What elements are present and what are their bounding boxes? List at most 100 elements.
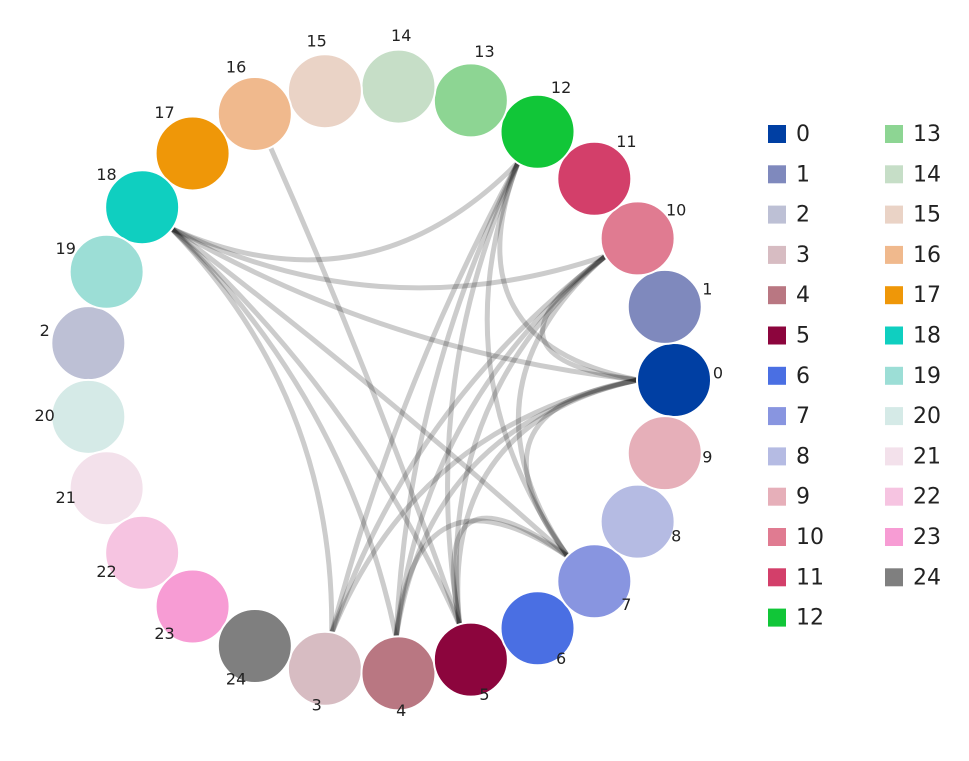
- legend-label: 16: [913, 243, 941, 268]
- node: [626, 268, 703, 345]
- node-label: 19: [56, 239, 76, 258]
- node-label: 4: [396, 701, 406, 720]
- node: [432, 621, 509, 698]
- node: [216, 608, 293, 685]
- node-label: 21: [56, 488, 76, 507]
- node-label: 8: [671, 526, 681, 545]
- node-label: 11: [616, 132, 636, 151]
- edges: [169, 145, 639, 639]
- node: [599, 483, 676, 560]
- legend-swatch: [768, 447, 786, 466]
- edge: [393, 377, 639, 638]
- node-label: 16: [226, 58, 246, 77]
- legend-label: 18: [913, 324, 941, 349]
- legend-label: 23: [913, 525, 941, 550]
- node: [50, 305, 127, 382]
- edge: [393, 518, 570, 638]
- node: [599, 200, 676, 277]
- node-label: 12: [551, 78, 571, 97]
- edge: [329, 377, 639, 635]
- legend-swatch: [885, 447, 903, 466]
- legend-label: 14: [913, 162, 941, 187]
- edge: [540, 253, 639, 383]
- legend-label: 21: [913, 444, 941, 469]
- edge: [445, 161, 521, 626]
- legend-swatch: [768, 245, 786, 264]
- edge: [267, 145, 463, 627]
- node: [286, 630, 363, 707]
- node-label: 15: [306, 31, 326, 50]
- node-label: 18: [96, 165, 116, 184]
- legend-swatch: [768, 326, 786, 345]
- edge: [329, 160, 521, 635]
- legend-swatch: [885, 366, 903, 385]
- node: [499, 590, 576, 667]
- legend-swatch: [885, 568, 903, 587]
- legend-label: 20: [913, 404, 941, 429]
- node: [104, 514, 181, 591]
- node-label: 5: [479, 685, 489, 704]
- edge: [393, 253, 608, 638]
- legend-label: 12: [796, 606, 824, 631]
- node-label: 22: [96, 562, 116, 581]
- node: [636, 342, 712, 418]
- node: [104, 169, 181, 246]
- node: [432, 62, 509, 139]
- node-label: 14: [391, 26, 411, 45]
- legend-label: 5: [796, 324, 810, 349]
- edge: [484, 161, 571, 559]
- node-label: 1: [702, 279, 712, 298]
- legend-label: 24: [913, 565, 941, 590]
- legend-swatch: [885, 125, 903, 143]
- node: [50, 378, 127, 455]
- node-label: 24: [226, 669, 246, 688]
- node: [499, 93, 576, 170]
- legend-label: 17: [913, 283, 941, 308]
- legend-swatch: [768, 487, 786, 506]
- legend-swatch: [885, 205, 903, 224]
- edge: [170, 226, 639, 383]
- edge: [169, 226, 570, 559]
- legend-swatch: [885, 487, 903, 506]
- node: [68, 233, 145, 310]
- legend-swatch: [768, 366, 786, 385]
- node-label: 2: [40, 321, 50, 340]
- node: [360, 48, 437, 125]
- edge: [170, 160, 521, 263]
- legend-label: 22: [913, 485, 941, 510]
- node: [216, 75, 293, 152]
- legend-swatch: [768, 608, 786, 627]
- node: [286, 53, 363, 130]
- node-label: 20: [34, 406, 54, 425]
- legend-label: 1: [796, 162, 810, 187]
- legend-swatch: [768, 407, 786, 426]
- edge: [393, 161, 521, 638]
- edge: [169, 226, 399, 639]
- edge: [451, 515, 570, 626]
- legend-label: 6: [796, 364, 810, 389]
- legend-label: 10: [796, 525, 824, 550]
- legend-swatch: [885, 165, 903, 184]
- legend-label: 8: [796, 444, 810, 469]
- edge: [523, 377, 639, 559]
- legend-label: 9: [796, 485, 810, 510]
- legend-label: 3: [796, 243, 810, 268]
- legend-swatch: [885, 528, 903, 546]
- edge: [453, 253, 608, 626]
- legend-swatch: [768, 568, 786, 587]
- legend-swatch: [768, 125, 786, 143]
- legend-label: 15: [913, 203, 941, 228]
- node: [154, 568, 231, 645]
- legend-label: 7: [796, 404, 810, 429]
- node-label: 3: [312, 696, 322, 715]
- node-label: 0: [713, 364, 723, 383]
- legend-label: 0: [796, 122, 810, 147]
- edge: [170, 226, 607, 291]
- edge: [169, 226, 335, 634]
- node-label: 6: [556, 649, 566, 668]
- legend-label: 11: [796, 565, 824, 590]
- legend-swatch: [768, 528, 786, 546]
